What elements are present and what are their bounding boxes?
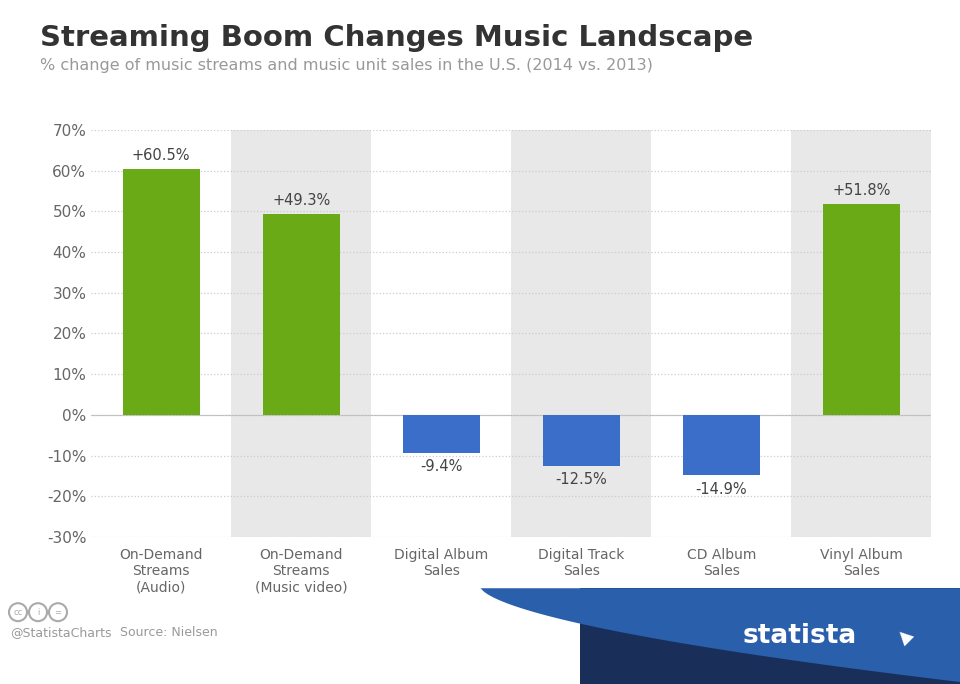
- Bar: [511, 130, 651, 537]
- Bar: [123, 169, 200, 415]
- Text: @StatistaCharts: @StatistaCharts: [10, 626, 111, 639]
- Text: statista: statista: [743, 623, 857, 649]
- Text: ▲: ▲: [894, 625, 916, 647]
- Text: -14.9%: -14.9%: [695, 482, 747, 497]
- Text: Source: Nielsen: Source: Nielsen: [120, 626, 218, 639]
- Text: +51.8%: +51.8%: [832, 183, 890, 198]
- Bar: [402, 415, 480, 453]
- Bar: [91, 130, 231, 537]
- Bar: [542, 415, 620, 466]
- Text: Streaming Boom Changes Music Landscape: Streaming Boom Changes Music Landscape: [40, 24, 754, 52]
- Bar: [823, 204, 900, 415]
- Text: % change of music streams and music unit sales in the U.S. (2014 vs. 2013): % change of music streams and music unit…: [40, 58, 653, 73]
- Text: +60.5%: +60.5%: [132, 148, 190, 163]
- Text: +49.3%: +49.3%: [272, 193, 330, 208]
- Bar: [263, 214, 340, 415]
- Polygon shape: [480, 586, 960, 684]
- Bar: [791, 130, 931, 537]
- Bar: [683, 415, 759, 475]
- Bar: [231, 130, 372, 537]
- Text: -9.4%: -9.4%: [420, 459, 463, 474]
- Text: =: =: [55, 607, 61, 617]
- Text: -12.5%: -12.5%: [555, 472, 607, 487]
- Bar: [580, 588, 960, 684]
- Bar: [372, 130, 511, 537]
- Bar: [651, 130, 791, 537]
- Text: i: i: [36, 607, 39, 617]
- Text: cc: cc: [13, 607, 23, 617]
